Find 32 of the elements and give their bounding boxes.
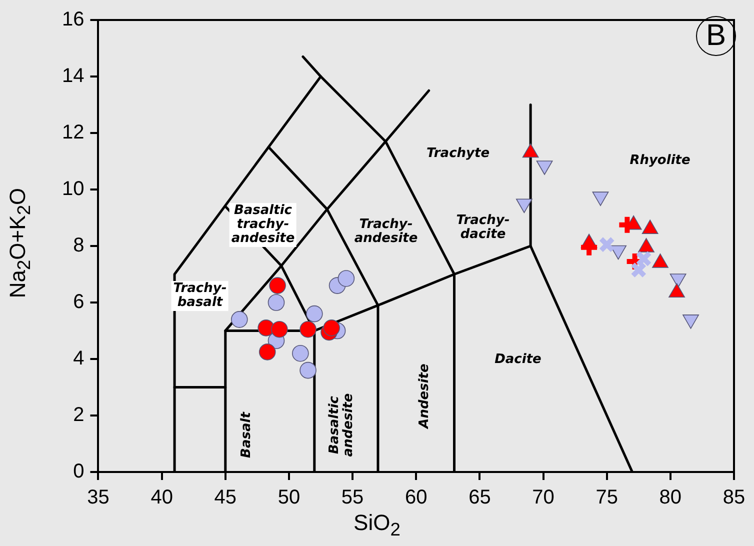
annotation: Trachy-dacite <box>456 213 510 242</box>
x-tick-label: 70 <box>532 486 554 509</box>
annotation: Trachy-andesite <box>354 217 418 246</box>
x-tick-label: 45 <box>214 486 237 509</box>
annotation: B <box>696 16 736 56</box>
y-tick-label: 6 <box>73 291 84 314</box>
annotation: Trachy-basalt <box>173 281 227 310</box>
x-tick-label: 35 <box>87 486 110 509</box>
y-tick-label: 16 <box>62 8 84 31</box>
y-tick-label: 2 <box>73 404 84 426</box>
annotation: Basaltic andesite <box>327 393 356 457</box>
x-tick-label: 40 <box>150 486 173 509</box>
y-tick-label: 0 <box>73 460 84 483</box>
annotation: Dacite <box>494 352 542 367</box>
annotation: Andesite <box>417 364 432 428</box>
x-axis-title: SiO$_{2}$ <box>352 510 402 540</box>
x-tick-label: 60 <box>405 486 428 509</box>
y-tick-label: 14 <box>62 65 84 88</box>
annotation: Trachyte <box>426 146 490 161</box>
annotation: Basaltic trachy-andesite <box>231 203 295 246</box>
x-tick-label: 65 <box>468 486 491 509</box>
y-tick-label: 12 <box>62 122 84 144</box>
annotation: Basalt <box>239 412 254 458</box>
annotation: Rhyolite <box>630 153 690 168</box>
y-tick-label: 10 <box>62 178 84 200</box>
y-tick-label: 8 <box>73 234 84 257</box>
x-tick-label: 75 <box>596 486 618 509</box>
x-tick-label: 55 <box>341 486 364 509</box>
x-tick-label: 80 <box>659 486 682 509</box>
y-tick-label: 4 <box>73 348 84 370</box>
x-tick-label: 85 <box>722 486 746 509</box>
x-tick-label: 50 <box>278 486 300 509</box>
